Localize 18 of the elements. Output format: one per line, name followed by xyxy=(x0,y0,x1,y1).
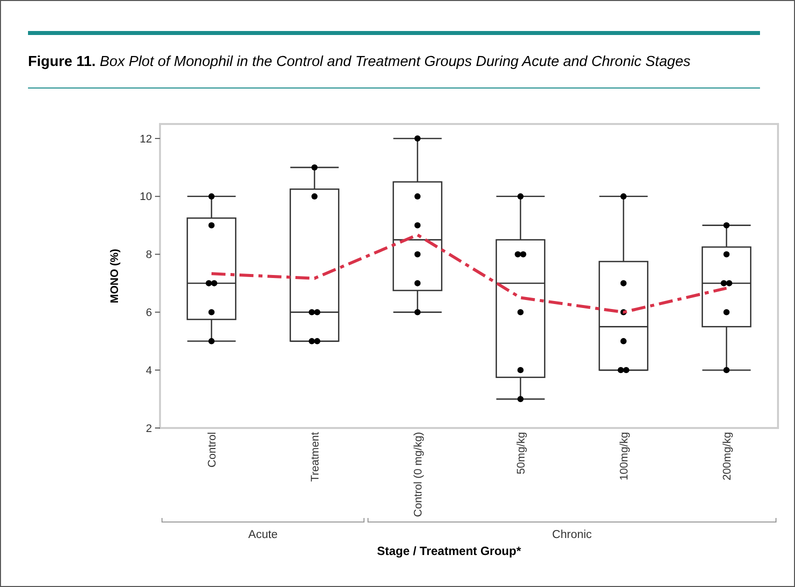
x-tick-label: Control (0 mg/kg) xyxy=(412,432,424,517)
y-axis-title: MONO (%) xyxy=(109,248,121,304)
y-tick-label: 4 xyxy=(146,364,152,377)
y-tick-label: 12 xyxy=(140,133,152,146)
text: Chronic xyxy=(552,529,592,541)
x-tick-label: Control xyxy=(206,432,218,468)
y-tick-label: 2 xyxy=(146,422,152,435)
line-series xyxy=(210,233,728,314)
chart-title: Figure 11. Box Plot of Monophil in the Control and Treatment Groups During Acute and Chronic Stages xyxy=(28,54,691,70)
text: Acute xyxy=(248,529,278,541)
x-tick-label: Treatment xyxy=(309,432,322,482)
x-tick-label: 200mg/kg xyxy=(721,432,734,480)
y-tick-label: 8 xyxy=(146,249,152,262)
y-tick-label: 6 xyxy=(146,307,152,320)
x-tick-label: 100mg/kg xyxy=(618,432,630,480)
y-tick-label: 10 xyxy=(140,191,152,204)
x-tick-label: 50mg/kg xyxy=(515,432,528,474)
x-axis-title: Stage / Treatment Group* xyxy=(376,544,522,558)
